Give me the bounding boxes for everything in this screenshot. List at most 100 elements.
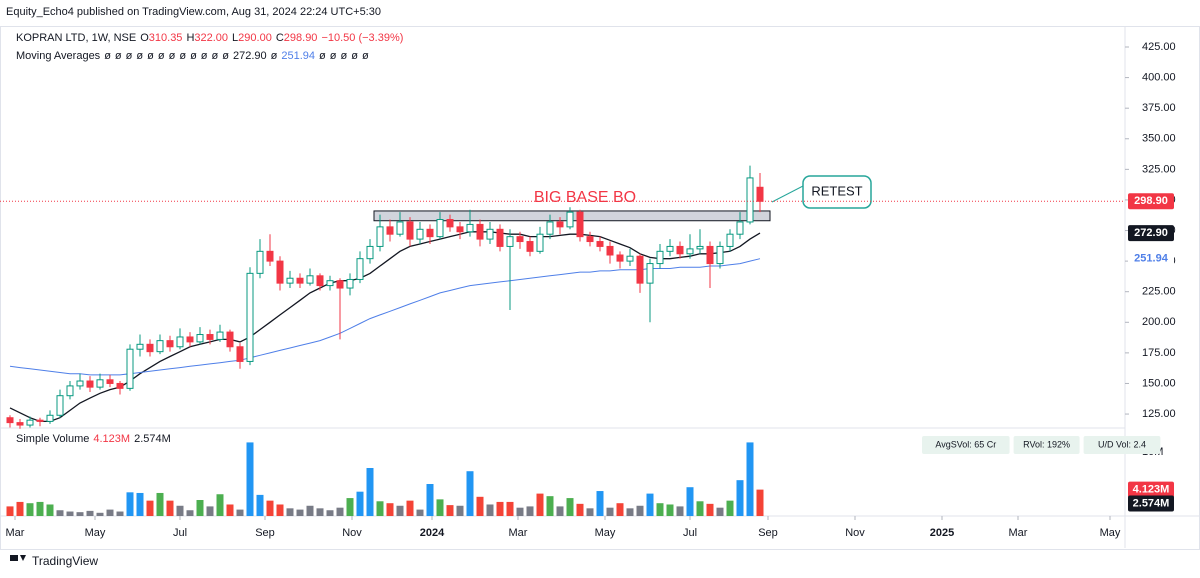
y-tick-label: 200.00 (1142, 316, 1176, 328)
candle-body (346, 278, 354, 289)
candle-body (56, 395, 64, 416)
ohlc-item: O310.35 (140, 32, 182, 44)
ohlc-value: 290.00 (238, 32, 272, 44)
volume-bar (446, 505, 454, 516)
volume-bar (456, 505, 464, 516)
candle-body (386, 226, 394, 235)
volume-bar (66, 511, 74, 516)
y-tick-label: 125.00 (1142, 408, 1176, 420)
volume-bar (386, 503, 394, 516)
volume-bar (136, 492, 144, 516)
volume-bar (346, 498, 354, 516)
ma-item: ø (168, 50, 176, 62)
volume-bar (26, 503, 34, 516)
volume-bar (316, 508, 324, 516)
candle-body (46, 414, 54, 422)
ma-last-label: 251.94 (1134, 253, 1169, 265)
candle-body (526, 241, 534, 252)
candle-body (106, 379, 114, 384)
candle-body (266, 250, 274, 262)
candle-body (296, 277, 304, 284)
candle-body (626, 255, 634, 262)
volume-bar (276, 504, 284, 516)
candle-body (176, 336, 184, 348)
annotation: RETEST (811, 183, 862, 198)
candle-body (216, 331, 224, 340)
volume-bar (496, 501, 504, 516)
candle-body (66, 385, 74, 397)
volume-bar (756, 489, 764, 516)
badge: RVol: 192% (1023, 439, 1070, 449)
candle-body (556, 221, 564, 228)
candle-body (676, 245, 684, 255)
volume-bar (206, 506, 214, 516)
ma-item: ø (340, 50, 348, 62)
candle-body (136, 343, 144, 350)
volume-bar (126, 492, 134, 516)
candle-body (746, 177, 754, 223)
volume-bar (326, 510, 334, 516)
volume-bar (676, 506, 684, 516)
ma-item: ø (147, 50, 154, 62)
volume-bar (536, 493, 544, 516)
volume-bar (516, 507, 524, 516)
volume-bar (246, 442, 254, 516)
candle-body (86, 380, 94, 388)
candle-body (696, 245, 704, 250)
x-tick-label: 2024 (420, 527, 445, 539)
badge: AvgSVol: 65 Cr (935, 439, 996, 449)
candle-body (406, 221, 414, 240)
brand-logo (10, 555, 26, 561)
x-tick-label: Mar (1009, 527, 1028, 539)
y-tick-label: 325.00 (1142, 163, 1176, 175)
ma-last-label-box (1128, 250, 1174, 267)
candle-body (156, 340, 164, 353)
candle-body (446, 219, 454, 228)
volume-bar (366, 468, 374, 516)
candle-body (206, 334, 214, 340)
volume-bar (256, 494, 264, 516)
ohlc-value: 298.90 (283, 32, 318, 44)
volume-bar (626, 508, 634, 516)
x-tick-label: May (595, 527, 616, 539)
volume-bar (656, 503, 664, 516)
candle-body (416, 228, 424, 240)
ohlc-value: 322.00 (194, 32, 229, 44)
volume-bar (396, 505, 404, 516)
candle-body (356, 258, 364, 280)
volume-last-label-box (1128, 481, 1174, 498)
candle-body (186, 336, 194, 343)
ma-item: ø (190, 50, 197, 62)
volume-ma-label: 2.574M (1133, 497, 1170, 509)
ohlc-name: L (232, 32, 239, 44)
ma-item: ø (222, 50, 229, 62)
volume-bar (86, 510, 94, 516)
volume-bar (36, 501, 44, 516)
volume-bar (96, 512, 104, 516)
y-tick-label: 225.00 (1142, 286, 1176, 298)
volume-bar (476, 496, 484, 516)
x-tick-label: Nov (342, 527, 362, 539)
candle-body (6, 417, 14, 424)
candle-body (756, 186, 764, 202)
volume-bar (16, 501, 24, 516)
last-price-label-box (1128, 193, 1174, 210)
ma-item: ø (179, 50, 187, 62)
volume-bar (576, 503, 584, 516)
candle-body (716, 245, 724, 265)
candle-body (376, 226, 384, 247)
ohlc-item: C298.90 (276, 32, 318, 44)
volume-bar (376, 501, 384, 516)
volume-bar (196, 500, 204, 516)
candle-body (16, 422, 24, 426)
ma-item: ø (270, 50, 278, 62)
ma-last-label: 272.90 (1134, 227, 1168, 239)
volume-bar (616, 503, 624, 516)
candle-body (656, 250, 664, 265)
ma-item: ø (361, 50, 369, 62)
volume-bar (236, 509, 244, 516)
candle-body (366, 245, 374, 260)
